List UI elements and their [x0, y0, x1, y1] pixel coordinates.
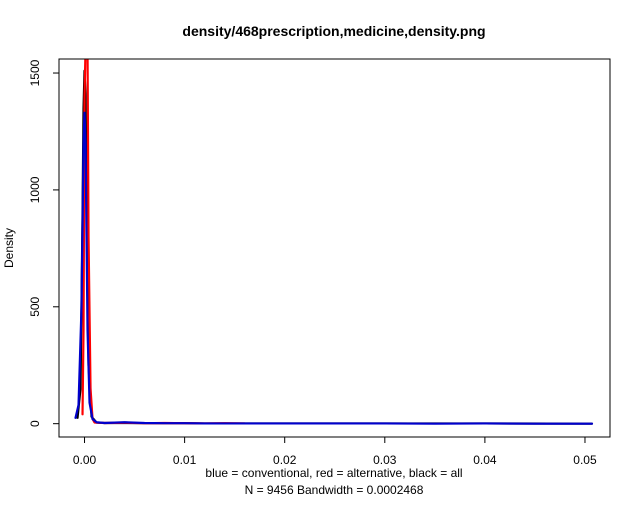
y-axis-label: Density: [2, 228, 16, 268]
x-tick-label: 0.05: [573, 453, 597, 467]
x-axis-sublabel: N = 9456 Bandwidth = 0.0002468: [245, 483, 424, 497]
series-line-conventional: [74, 111, 594, 425]
y-tick-label: 1500: [28, 59, 42, 86]
plot-frame: [58, 58, 611, 438]
plot-area: [74, 59, 594, 425]
x-tick-label: 0.04: [473, 453, 497, 467]
y-tick-label: 500: [28, 296, 42, 316]
x-tick-label: 0.03: [373, 453, 397, 467]
y-tick-label: 0: [28, 420, 42, 427]
x-tick-label: 0.01: [173, 453, 197, 467]
y-axis: 0 500 1000 1500: [28, 59, 59, 427]
chart-title: density/468prescription,medicine,density…: [182, 23, 485, 39]
x-tick-label: 0.02: [273, 453, 297, 467]
series-line-alternative: [81, 59, 246, 425]
x-axis-label: blue = conventional, red = alternative, …: [205, 466, 462, 480]
x-axis: 0.00 0.01 0.02 0.03 0.04 0.05: [73, 437, 597, 467]
series-line-all: [76, 69, 594, 425]
x-tick-label: 0.00: [73, 453, 97, 467]
y-tick-label: 1000: [28, 176, 42, 203]
